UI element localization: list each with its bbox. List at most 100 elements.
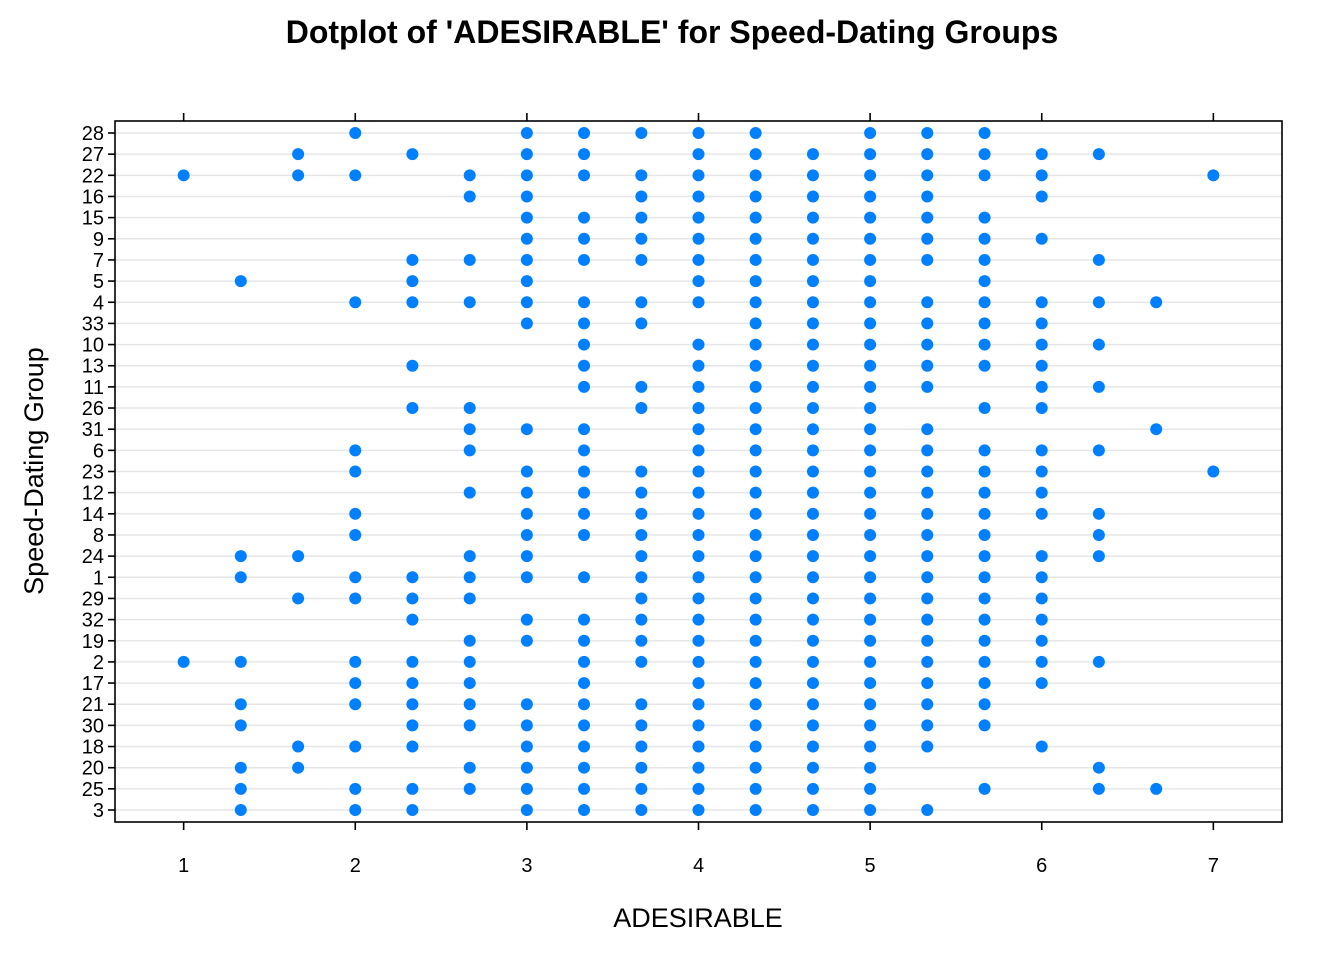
y-tick-label-32: 32 bbox=[82, 610, 104, 632]
data-point-group-17 bbox=[692, 677, 705, 690]
data-point-group-19 bbox=[921, 634, 934, 647]
data-point-group-33 bbox=[921, 317, 934, 330]
data-point-group-23 bbox=[1207, 465, 1220, 478]
data-point-group-2 bbox=[749, 655, 762, 668]
data-point-group-33 bbox=[635, 317, 648, 330]
data-point-group-8 bbox=[806, 528, 819, 541]
data-point-group-1 bbox=[978, 571, 991, 584]
data-point-group-4 bbox=[1150, 296, 1163, 309]
y-tick-label-8: 8 bbox=[93, 525, 104, 547]
data-point-group-23 bbox=[578, 465, 591, 478]
data-point-group-27 bbox=[1092, 148, 1105, 161]
data-point-group-19 bbox=[978, 634, 991, 647]
data-point-group-7 bbox=[1092, 253, 1105, 266]
data-point-group-29 bbox=[635, 592, 648, 605]
data-point-group-17 bbox=[578, 677, 591, 690]
data-point-group-25 bbox=[520, 782, 533, 795]
data-point-group-21 bbox=[406, 698, 419, 711]
data-point-group-26 bbox=[806, 402, 819, 415]
y-tick-label-15: 15 bbox=[82, 208, 104, 230]
data-point-group-29 bbox=[1035, 592, 1048, 605]
data-point-group-7 bbox=[921, 253, 934, 266]
data-point-group-32 bbox=[921, 613, 934, 626]
x-axis-label: ADESIRABLE bbox=[613, 903, 783, 933]
data-point-group-25 bbox=[578, 782, 591, 795]
data-point-group-22 bbox=[1207, 169, 1220, 182]
data-point-group-19 bbox=[578, 634, 591, 647]
data-point-group-25 bbox=[1150, 782, 1163, 795]
data-point-group-18 bbox=[749, 740, 762, 753]
data-point-group-30 bbox=[234, 719, 247, 732]
data-point-group-22 bbox=[921, 169, 934, 182]
data-point-group-12 bbox=[635, 486, 648, 499]
data-point-group-6 bbox=[578, 444, 591, 457]
data-point-group-15 bbox=[864, 211, 877, 224]
data-point-group-18 bbox=[520, 740, 533, 753]
data-point-group-30 bbox=[520, 719, 533, 732]
data-point-group-20 bbox=[463, 761, 476, 774]
data-point-group-3 bbox=[578, 804, 591, 816]
data-point-group-25 bbox=[749, 782, 762, 795]
y-tick-label-14: 14 bbox=[82, 504, 104, 526]
data-point-group-17 bbox=[463, 677, 476, 690]
data-point-group-20 bbox=[578, 761, 591, 774]
data-point-group-30 bbox=[692, 719, 705, 732]
data-point-group-17 bbox=[806, 677, 819, 690]
data-point-group-2 bbox=[864, 655, 877, 668]
data-point-group-27 bbox=[921, 148, 934, 161]
data-point-group-11 bbox=[635, 380, 648, 393]
data-point-group-30 bbox=[978, 719, 991, 732]
data-point-group-22 bbox=[1035, 169, 1048, 182]
data-point-group-13 bbox=[1035, 359, 1048, 372]
data-point-group-24 bbox=[921, 550, 934, 563]
data-point-group-3 bbox=[692, 804, 705, 816]
data-point-group-27 bbox=[806, 148, 819, 161]
data-point-group-10 bbox=[692, 338, 705, 351]
data-point-group-9 bbox=[978, 232, 991, 245]
data-point-group-22 bbox=[177, 169, 190, 182]
data-point-group-25 bbox=[463, 782, 476, 795]
data-point-group-19 bbox=[692, 634, 705, 647]
data-point-group-24 bbox=[463, 550, 476, 563]
data-point-group-10 bbox=[978, 338, 991, 351]
data-point-group-3 bbox=[749, 804, 762, 816]
data-point-group-21 bbox=[692, 698, 705, 711]
data-point-group-4 bbox=[692, 296, 705, 309]
data-point-group-2 bbox=[406, 655, 419, 668]
data-point-group-5 bbox=[864, 275, 877, 288]
data-point-group-4 bbox=[978, 296, 991, 309]
data-point-group-7 bbox=[692, 253, 705, 266]
data-point-group-9 bbox=[864, 232, 877, 245]
data-point-group-17 bbox=[349, 677, 362, 690]
data-point-group-27 bbox=[978, 148, 991, 161]
data-point-group-6 bbox=[921, 444, 934, 457]
data-point-group-4 bbox=[1092, 296, 1105, 309]
data-point-group-25 bbox=[635, 782, 648, 795]
data-point-group-8 bbox=[692, 528, 705, 541]
data-point-group-26 bbox=[463, 402, 476, 415]
data-point-group-31 bbox=[864, 423, 877, 436]
data-point-group-4 bbox=[864, 296, 877, 309]
data-point-group-28 bbox=[921, 127, 934, 139]
data-point-group-7 bbox=[749, 253, 762, 266]
data-point-group-23 bbox=[806, 465, 819, 478]
data-point-group-19 bbox=[806, 634, 819, 647]
data-point-group-14 bbox=[349, 507, 362, 520]
chart-title: Dotplot of 'ADESIRABLE' for Speed-Dating… bbox=[286, 14, 1059, 50]
data-point-group-2 bbox=[1092, 655, 1105, 668]
data-point-group-9 bbox=[921, 232, 934, 245]
data-point-group-3 bbox=[921, 804, 934, 816]
data-point-group-21 bbox=[635, 698, 648, 711]
data-point-group-30 bbox=[463, 719, 476, 732]
data-point-group-13 bbox=[864, 359, 877, 372]
data-point-group-15 bbox=[749, 211, 762, 224]
data-point-group-32 bbox=[635, 613, 648, 626]
data-point-group-1 bbox=[806, 571, 819, 584]
data-point-group-25 bbox=[1092, 782, 1105, 795]
data-point-group-2 bbox=[349, 655, 362, 668]
y-tick-label-28: 28 bbox=[82, 123, 104, 145]
data-point-group-2 bbox=[463, 655, 476, 668]
data-point-group-9 bbox=[806, 232, 819, 245]
data-point-group-4 bbox=[1035, 296, 1048, 309]
data-point-group-10 bbox=[578, 338, 591, 351]
